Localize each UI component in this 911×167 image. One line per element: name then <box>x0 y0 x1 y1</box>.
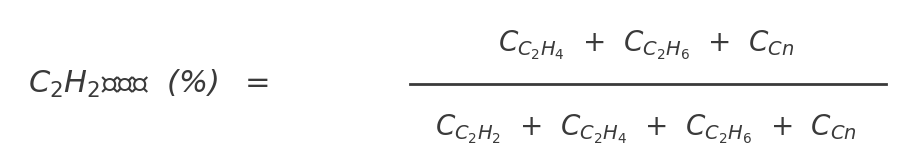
Text: $C_2H_2$转化率  (%)  $=$: $C_2H_2$转化率 (%) $=$ <box>28 67 269 100</box>
Text: $C_{C_{2}H_{4}}$  $+$  $C_{C_{2}H_{6}}$  $+$  $C_{Cn}$: $C_{C_{2}H_{4}}$ $+$ $C_{C_{2}H_{6}}$ $+… <box>497 29 793 62</box>
Text: $C_{C_{2}H_{2}}$  $+$  $C_{C_{2}H_{4}}$  $+$  $C_{C_{2}H_{6}}$  $+$  $C_{Cn}$: $C_{C_{2}H_{2}}$ $+$ $C_{C_{2}H_{4}}$ $+… <box>435 113 855 146</box>
